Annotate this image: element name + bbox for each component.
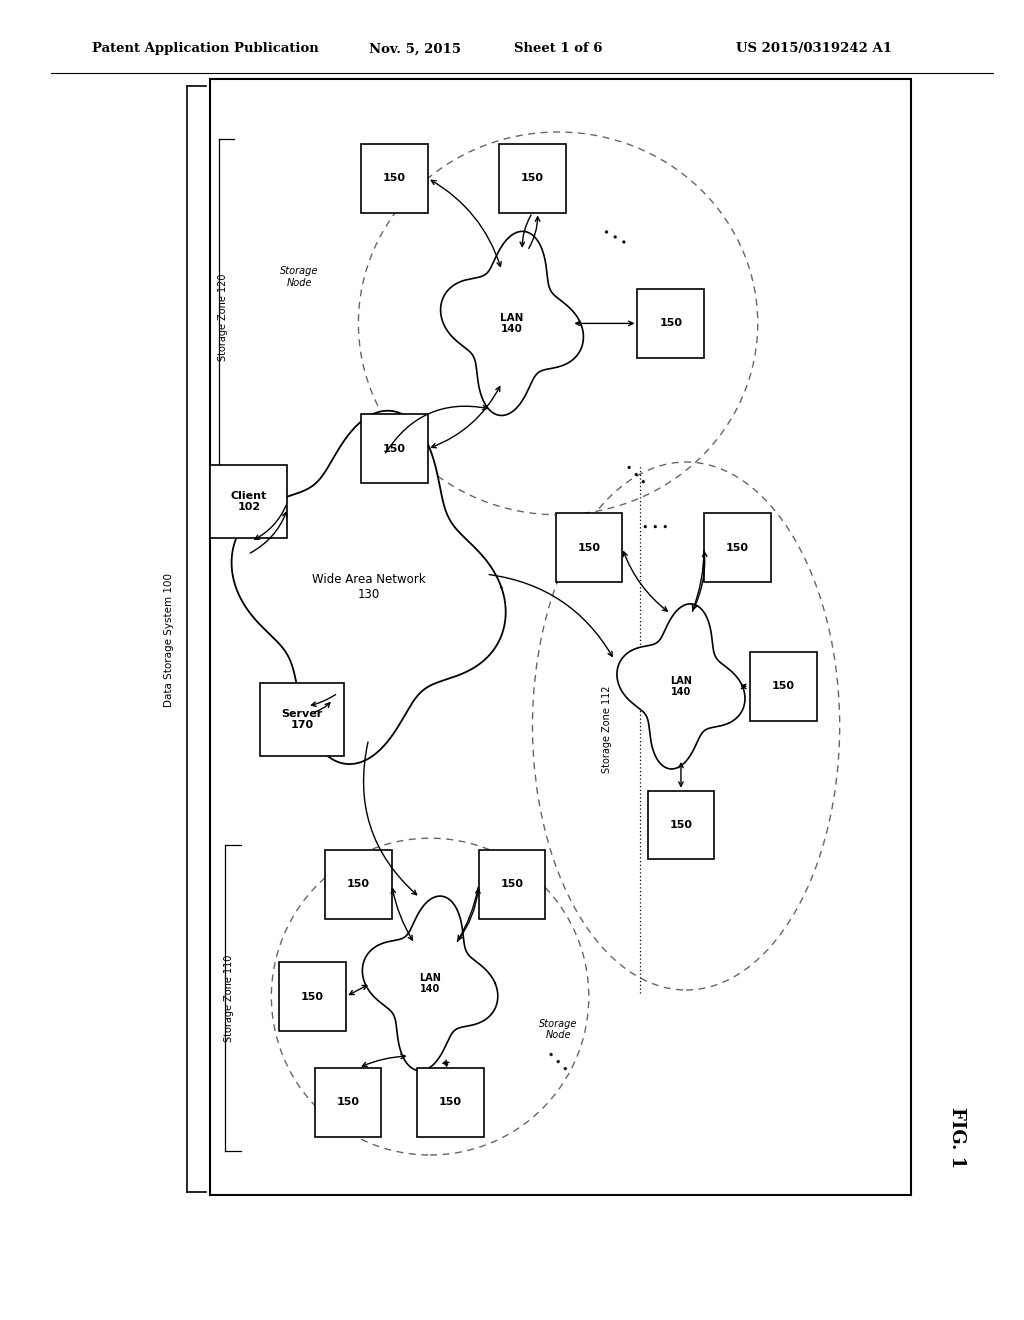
Text: • • •: • • •: [543, 1049, 569, 1076]
Bar: [361, 144, 428, 213]
Bar: [279, 962, 345, 1031]
Bar: [418, 1068, 483, 1137]
Polygon shape: [231, 411, 506, 764]
Bar: [637, 289, 705, 358]
Text: US 2015/0319242 A1: US 2015/0319242 A1: [736, 42, 892, 55]
Text: Nov. 5, 2015: Nov. 5, 2015: [369, 42, 461, 55]
Bar: [260, 684, 344, 755]
Text: 150: 150: [659, 318, 682, 329]
Text: FIG. 1: FIG. 1: [948, 1107, 967, 1168]
Text: 150: 150: [383, 444, 406, 454]
Text: 150: 150: [578, 543, 600, 553]
Text: Storage Zone 112: Storage Zone 112: [602, 685, 612, 774]
Text: Patent Application Publication: Patent Application Publication: [92, 42, 318, 55]
Text: 150: 150: [439, 1097, 462, 1107]
Polygon shape: [616, 603, 745, 770]
Text: 150: 150: [337, 1097, 359, 1107]
Text: Storage Zone 110: Storage Zone 110: [224, 954, 234, 1041]
Bar: [210, 79, 911, 1195]
Bar: [555, 513, 622, 582]
Text: 150: 150: [301, 991, 324, 1002]
Text: • • •: • • •: [642, 523, 669, 533]
Text: • • •: • • •: [622, 462, 648, 488]
Text: Storage
Node: Storage Node: [539, 1019, 578, 1040]
Bar: [211, 465, 287, 539]
Bar: [479, 850, 545, 919]
Text: Wide Area Network
130: Wide Area Network 130: [312, 573, 425, 602]
Text: 150: 150: [347, 879, 370, 890]
Text: Storage
Node: Storage Node: [280, 267, 318, 288]
Text: LAN
140: LAN 140: [501, 313, 523, 334]
Text: Client
102: Client 102: [230, 491, 267, 512]
Text: LAN
140: LAN 140: [670, 676, 692, 697]
Text: 150: 150: [501, 879, 523, 890]
Text: LAN
140: LAN 140: [419, 973, 441, 994]
Text: 150: 150: [726, 543, 749, 553]
Bar: [750, 652, 817, 721]
Bar: [361, 414, 428, 483]
Text: Data Storage System 100: Data Storage System 100: [164, 573, 174, 708]
Text: 150: 150: [521, 173, 544, 183]
Text: Server
170: Server 170: [282, 709, 323, 730]
Polygon shape: [362, 896, 498, 1071]
Text: Sheet 1 of 6: Sheet 1 of 6: [514, 42, 602, 55]
Bar: [326, 850, 391, 919]
Bar: [315, 1068, 381, 1137]
Text: 150: 150: [383, 173, 406, 183]
Text: 150: 150: [670, 820, 692, 830]
Bar: [648, 791, 715, 859]
Text: 150: 150: [772, 681, 795, 692]
Text: Storage Zone 120: Storage Zone 120: [218, 273, 228, 360]
Polygon shape: [440, 231, 584, 416]
Bar: [500, 144, 565, 213]
Bar: [705, 513, 770, 582]
Text: • • •: • • •: [600, 227, 629, 248]
